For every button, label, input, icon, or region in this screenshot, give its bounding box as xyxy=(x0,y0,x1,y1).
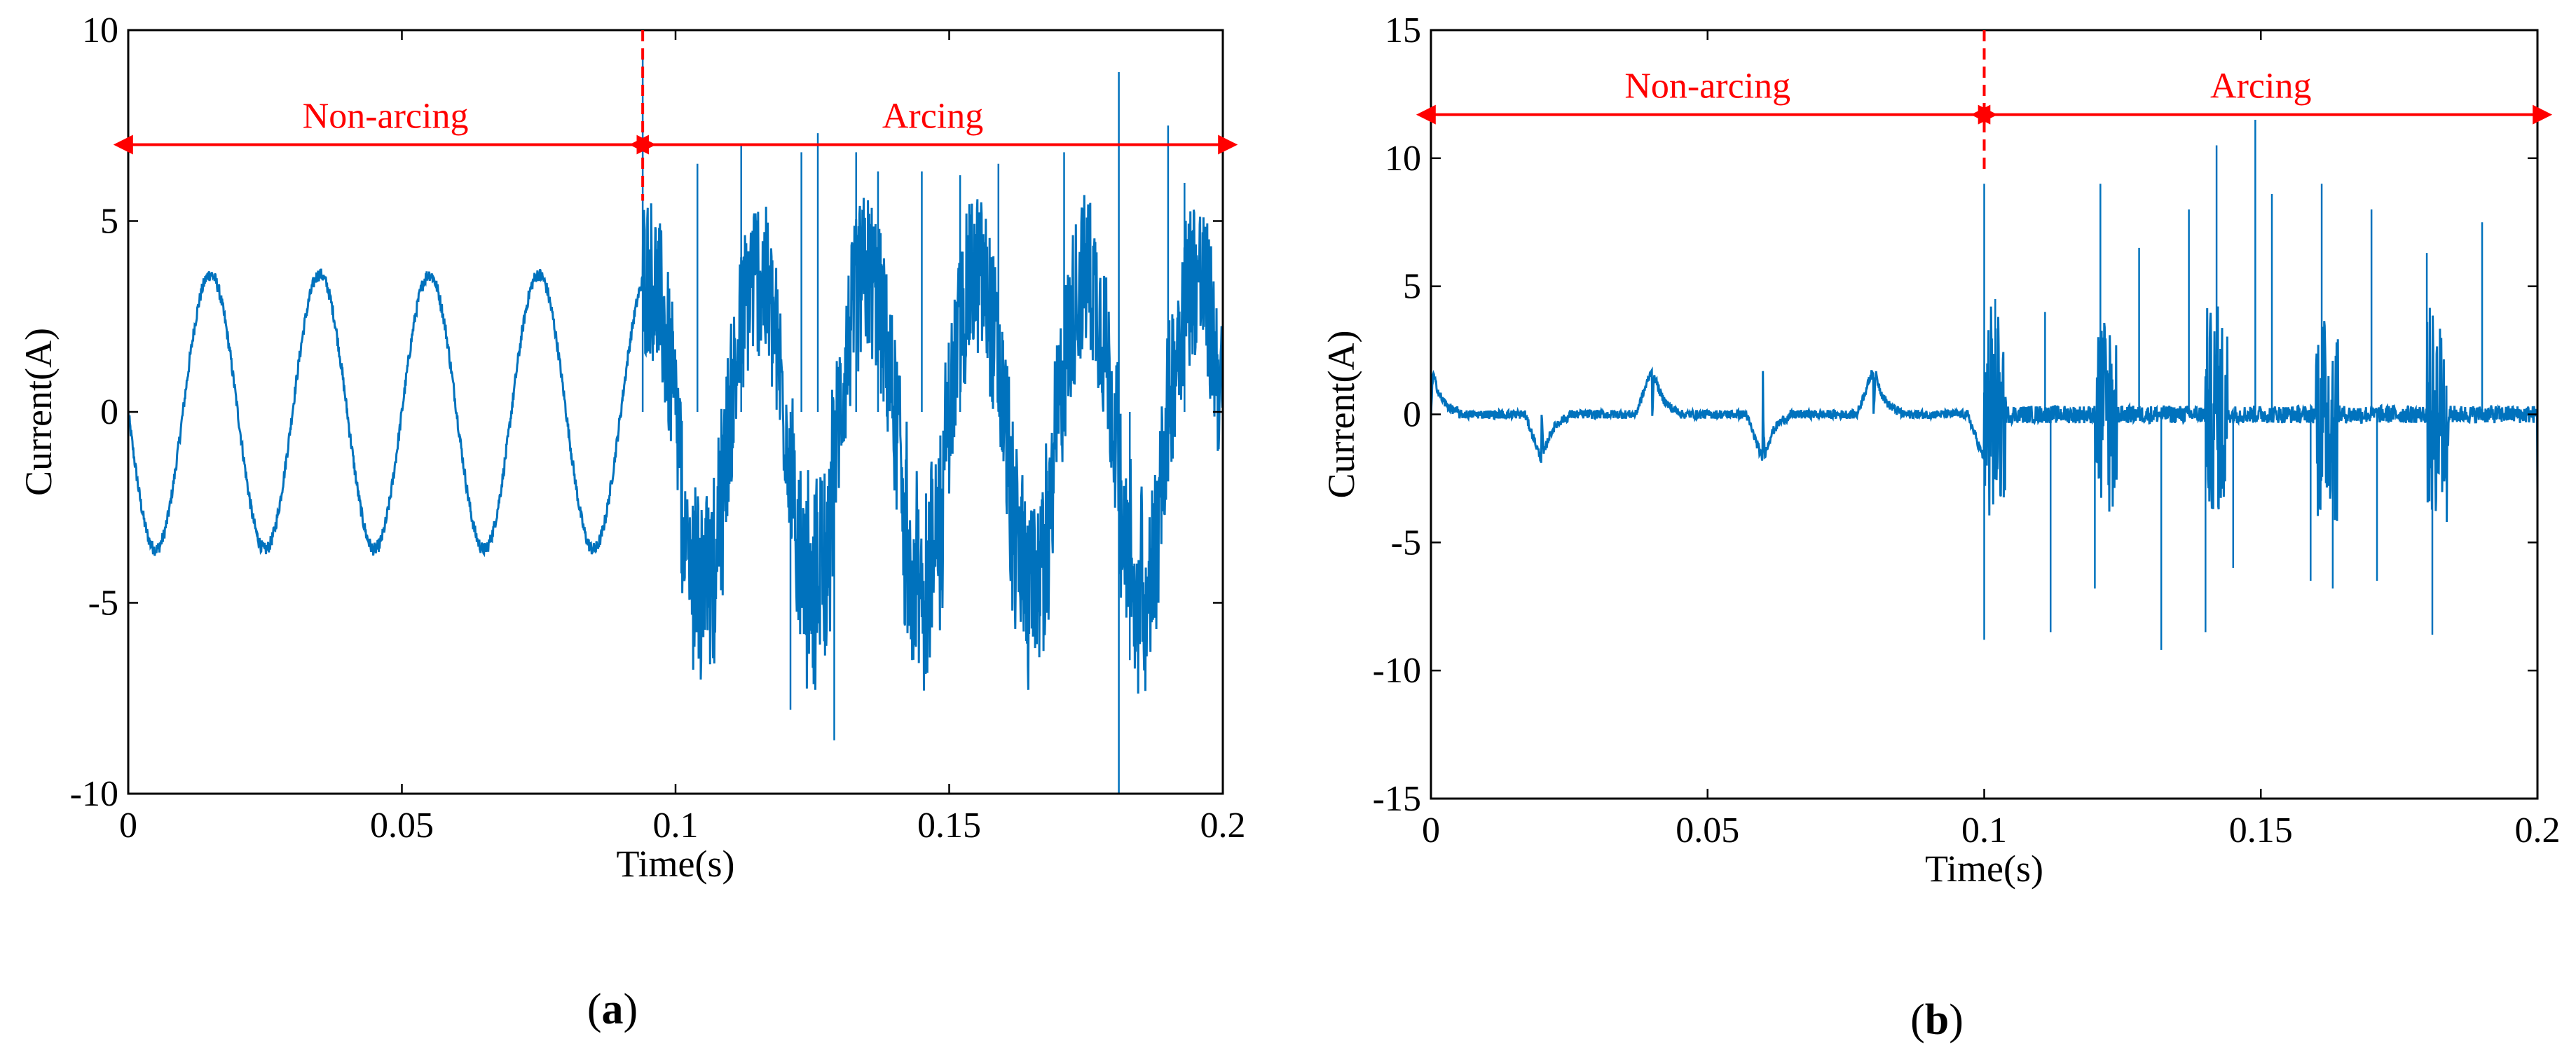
chart-b-y-axis: -15 -10 -5 0 5 10 15 xyxy=(1373,11,2537,819)
panel-label-b: (b) xyxy=(1910,996,1964,1044)
chart-b-x-axis: 0 0.05 0.1 0.15 0.2 xyxy=(1422,30,2561,850)
panel-label-a: (a) xyxy=(587,986,638,1033)
chart-a-series-current xyxy=(128,195,1223,694)
chart-b-y-tick-label: 5 xyxy=(1403,267,1421,307)
chart-a-region-label: Non-arcing xyxy=(303,97,469,137)
chart-a-x-tick-label: 0.2 xyxy=(1200,806,1246,846)
chart-b-region-label: Arcing xyxy=(2210,67,2311,106)
chart-b-region-label: Non-arcing xyxy=(1624,67,1790,106)
chart-a-y-tick-label: 0 xyxy=(100,392,118,432)
chart-a-y-tick-label: 10 xyxy=(82,11,118,50)
chart-a-regions: Non-arcing Arcing xyxy=(113,30,1238,201)
chart-b-x-tick-label: 0.2 xyxy=(2515,811,2561,850)
chart-a-x-tick-label: 0.15 xyxy=(917,806,981,846)
chart-a-y-tick-label: -5 xyxy=(88,584,118,623)
chart-a-x-tick-label: 0.1 xyxy=(653,806,699,846)
panel-label-b-letter: b xyxy=(1925,996,1949,1044)
chart-panel-a: -10 -5 0 5 10 0 0.05 0.1 0.15 0.2 Non-arcing Arci… xyxy=(18,11,1246,1033)
chart-a-y-tick-label: -10 xyxy=(70,774,118,814)
chart-a-x-tick-label: 0.05 xyxy=(370,806,434,846)
chart-a-y-axis-label: Current(A) xyxy=(18,328,60,496)
chart-b-x-tick-label: 0.15 xyxy=(2229,811,2293,850)
chart-a-plot-area xyxy=(128,49,1223,794)
chart-a-x-axis-label: Time(s) xyxy=(616,843,734,885)
chart-b-plot-area xyxy=(1431,119,2537,650)
chart-b-y-tick-label: -5 xyxy=(1391,523,1421,563)
chart-a-x-axis: 0 0.05 0.1 0.15 0.2 xyxy=(119,30,1246,846)
chart-b-y-axis-label: Current(A) xyxy=(1320,331,1362,499)
chart-b-y-tick-label: 0 xyxy=(1403,395,1421,435)
chart-a-y-axis: -10 -5 0 5 10 xyxy=(70,11,1223,814)
chart-b-x-tick-label: 0.1 xyxy=(1961,811,2007,850)
chart-a-region-label: Arcing xyxy=(882,97,983,137)
chart-b-x-tick-label: 0 xyxy=(1422,811,1440,850)
chart-b-y-tick-label: 10 xyxy=(1385,139,1421,179)
chart-b-regions: Non-arcing Arcing xyxy=(1416,30,2553,171)
chart-a-y-tick-label: 5 xyxy=(100,202,118,242)
chart-b-y-tick-label: -15 xyxy=(1373,779,1421,819)
chart-b-x-axis-label: Time(s) xyxy=(1925,848,2043,890)
chart-b-x-tick-label: 0.05 xyxy=(1676,811,1739,850)
chart-b-y-tick-label: -10 xyxy=(1373,651,1421,691)
panel-label-a-letter: a xyxy=(602,986,624,1033)
chart-a-x-tick-label: 0 xyxy=(119,806,137,846)
chart-panel-b: -15 -10 -5 0 5 10 15 0 0.05 0.1 0.15 0.2 Non-arcin… xyxy=(1320,11,2561,1044)
chart-b-y-tick-label: 15 xyxy=(1385,11,1421,50)
